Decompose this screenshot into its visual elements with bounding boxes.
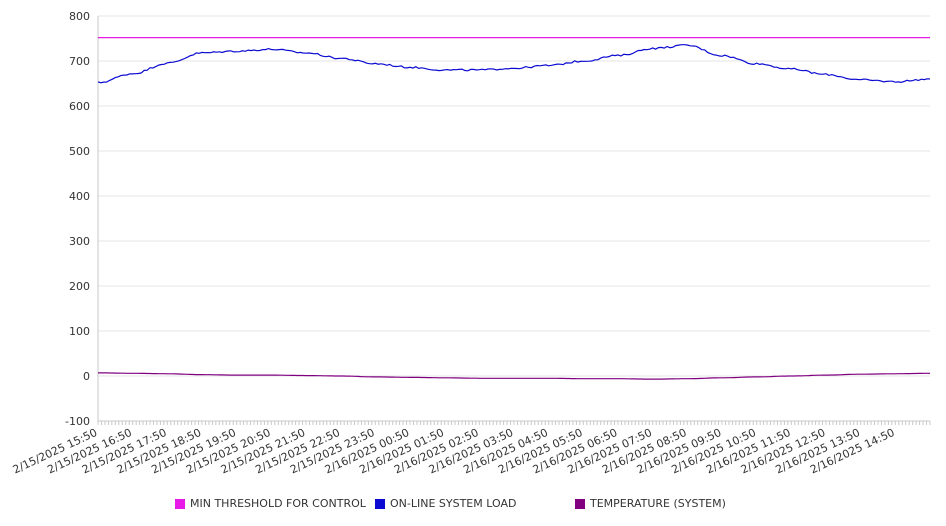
legend-label-temperature: TEMPERATURE (SYSTEM) [590, 497, 726, 510]
legend-swatch-temperature [575, 498, 585, 509]
legend-swatch-system-load [375, 498, 385, 509]
legend-item-temperature[interactable]: TEMPERATURE (SYSTEM) [575, 497, 726, 510]
y-tick-label: 200 [69, 280, 90, 293]
chart-legend: MIN THRESHOLD FOR CONTROL ON-LINE SYSTEM… [0, 497, 946, 517]
legend-item-min-threshold[interactable]: MIN THRESHOLD FOR CONTROL [175, 497, 366, 510]
y-tick-label: 400 [69, 190, 90, 203]
y-tick-label: 100 [69, 325, 90, 338]
y-tick-label: -100 [65, 415, 90, 428]
series-line-2 [98, 372, 930, 380]
y-tick-label: 600 [69, 100, 90, 113]
legend-label-system-load: ON-LINE SYSTEM LOAD [390, 497, 517, 510]
y-tick-label: 300 [69, 235, 90, 248]
y-tick-label: 800 [69, 10, 90, 23]
series-line-1 [97, 44, 931, 84]
legend-item-system-load[interactable]: ON-LINE SYSTEM LOAD [375, 497, 516, 510]
y-tick-label: 500 [69, 145, 90, 158]
y-tick-label: 700 [69, 55, 90, 68]
legend-swatch-min-threshold [175, 498, 185, 509]
legend-label-min-threshold: MIN THRESHOLD FOR CONTROL [190, 497, 366, 510]
y-tick-label: 0 [83, 370, 90, 383]
